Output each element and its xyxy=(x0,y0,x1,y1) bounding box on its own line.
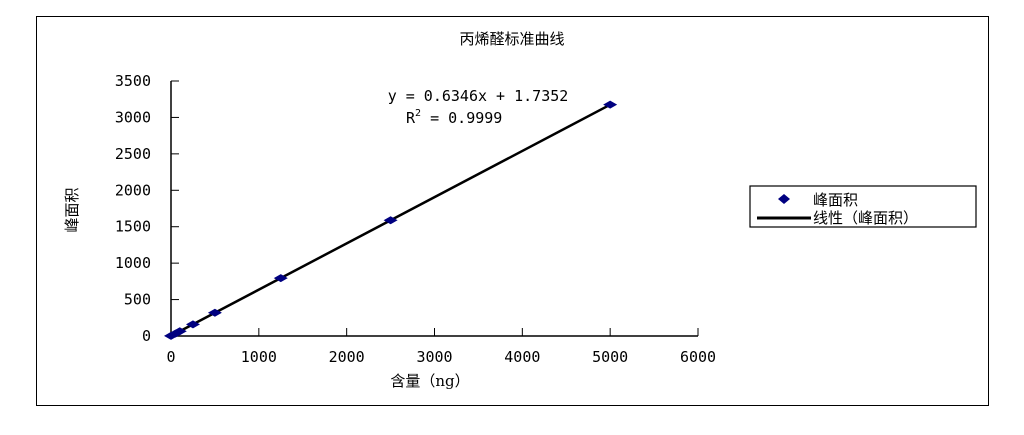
x-tick-label: 2000 xyxy=(329,348,365,366)
y-tick-label: 2000 xyxy=(115,181,151,199)
y-tick-label: 1000 xyxy=(115,254,151,272)
y-axis-label: 峰面积 xyxy=(63,187,81,232)
y-tick-label: 2500 xyxy=(115,145,151,163)
data-point xyxy=(185,320,200,329)
data-point xyxy=(207,308,222,317)
data-point xyxy=(603,100,618,109)
legend-label-trendline: 线性（峰面积） xyxy=(813,209,918,227)
y-tick-label: 3500 xyxy=(115,72,151,90)
y-tick-label: 500 xyxy=(124,291,151,309)
y-tick-label: 3000 xyxy=(115,108,151,126)
x-tick-label: 6000 xyxy=(680,348,716,366)
data-point xyxy=(273,274,288,283)
chart-title: 丙烯醛标准曲线 xyxy=(459,30,564,48)
x-tick-label: 5000 xyxy=(592,348,628,366)
x-tick-label: 3000 xyxy=(416,348,452,366)
y-tick-label: 1500 xyxy=(115,218,151,236)
x-tick-label: 1000 xyxy=(241,348,277,366)
equation-label: y = 0.6346x + 1.7352 xyxy=(388,87,569,105)
x-tick-label: 0 xyxy=(166,348,175,366)
y-tick-label: 0 xyxy=(142,327,151,345)
r2-label: R2 = 0.9999 xyxy=(406,108,502,127)
data-point xyxy=(383,216,398,225)
x-tick-label: 4000 xyxy=(504,348,540,366)
x-axis-label: 含量（ng） xyxy=(390,372,469,390)
data-point xyxy=(172,327,187,336)
chart-frame xyxy=(36,16,989,406)
legend: 峰面积 线性（峰面积） xyxy=(749,185,977,228)
legend-marker-icon xyxy=(778,194,790,204)
legend-label-points: 峰面积 xyxy=(813,191,858,209)
